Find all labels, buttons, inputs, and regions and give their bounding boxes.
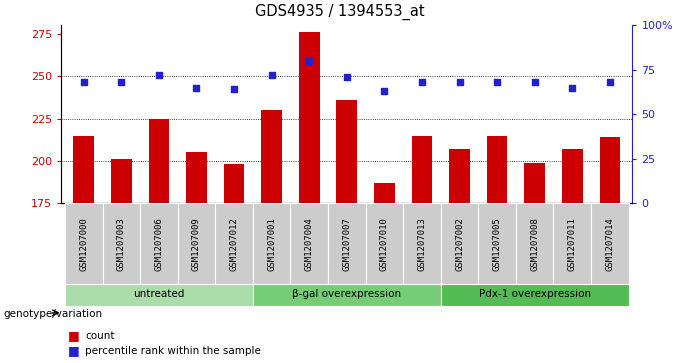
Bar: [290, 203, 328, 285]
Text: genotype/variation: genotype/variation: [3, 309, 103, 319]
Text: GSM1207007: GSM1207007: [342, 217, 352, 271]
Bar: [103, 203, 140, 285]
Bar: [411, 135, 432, 203]
Bar: [554, 203, 591, 285]
Bar: [403, 203, 441, 285]
Text: GSM1207004: GSM1207004: [305, 217, 313, 271]
Point: [417, 79, 428, 85]
Text: GSM1207000: GSM1207000: [80, 217, 88, 271]
Bar: [73, 135, 94, 203]
Text: GSM1207005: GSM1207005: [492, 217, 502, 271]
Point: [341, 74, 352, 80]
Text: GSM1207009: GSM1207009: [192, 217, 201, 271]
Point: [78, 79, 89, 85]
Bar: [441, 284, 628, 306]
Text: Pdx-1 overexpression: Pdx-1 overexpression: [479, 289, 591, 299]
Point: [379, 88, 390, 94]
Text: GSM1207001: GSM1207001: [267, 217, 276, 271]
Text: untreated: untreated: [133, 289, 184, 299]
Bar: [140, 203, 177, 285]
Point: [492, 79, 503, 85]
Bar: [186, 152, 207, 203]
Bar: [374, 183, 394, 203]
Text: GSM1207008: GSM1207008: [530, 217, 539, 271]
Bar: [253, 284, 441, 306]
Bar: [65, 284, 253, 306]
Point: [304, 58, 315, 64]
Point: [154, 72, 165, 78]
Text: β-gal overexpression: β-gal overexpression: [292, 289, 401, 299]
Bar: [562, 149, 583, 203]
Text: percentile rank within the sample: percentile rank within the sample: [85, 346, 261, 356]
Text: GSM1207006: GSM1207006: [154, 217, 163, 271]
Point: [567, 85, 578, 91]
Bar: [65, 203, 103, 285]
Point: [266, 72, 277, 78]
Bar: [600, 137, 620, 203]
Point: [454, 79, 465, 85]
Text: GDS4935 / 1394553_at: GDS4935 / 1394553_at: [255, 4, 425, 20]
Text: GSM1207014: GSM1207014: [605, 217, 614, 271]
Bar: [148, 119, 169, 203]
Bar: [487, 135, 507, 203]
Bar: [524, 163, 545, 203]
Text: GSM1207010: GSM1207010: [380, 217, 389, 271]
Text: GSM1207003: GSM1207003: [117, 217, 126, 271]
Point: [529, 79, 540, 85]
Text: GSM1207002: GSM1207002: [455, 217, 464, 271]
Bar: [328, 203, 366, 285]
Point: [605, 79, 615, 85]
Point: [116, 79, 126, 85]
Bar: [261, 110, 282, 203]
Bar: [224, 164, 244, 203]
Point: [191, 85, 202, 91]
Text: count: count: [85, 331, 114, 341]
Bar: [366, 203, 403, 285]
Bar: [516, 203, 554, 285]
Text: GSM1207011: GSM1207011: [568, 217, 577, 271]
Bar: [216, 203, 253, 285]
Bar: [591, 203, 628, 285]
Text: ■: ■: [68, 329, 80, 342]
Bar: [449, 149, 470, 203]
Text: ■: ■: [68, 344, 80, 358]
Bar: [253, 203, 290, 285]
Bar: [337, 100, 357, 203]
Point: [228, 86, 239, 92]
Text: GSM1207012: GSM1207012: [230, 217, 239, 271]
Text: GSM1207013: GSM1207013: [418, 217, 426, 271]
Bar: [111, 159, 132, 203]
Bar: [177, 203, 216, 285]
Bar: [478, 203, 516, 285]
Bar: [441, 203, 478, 285]
Bar: [299, 32, 320, 203]
